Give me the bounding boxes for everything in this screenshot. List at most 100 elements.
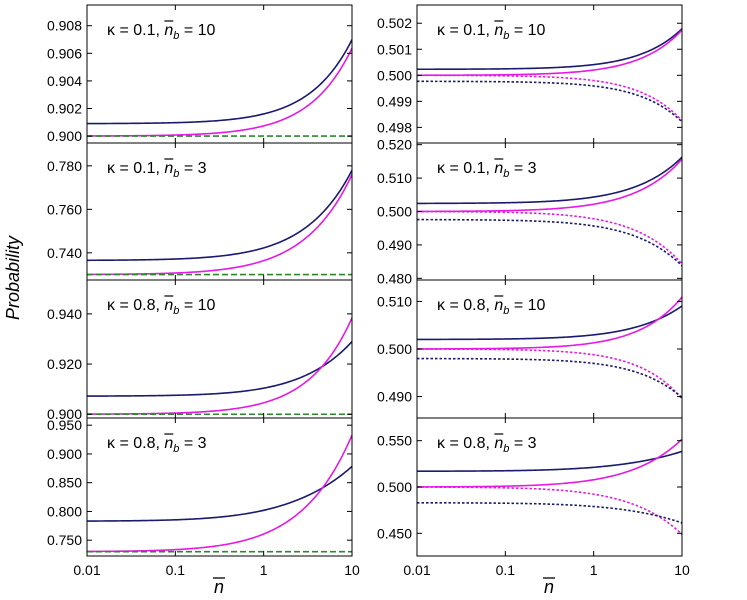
annotation-n: n [494, 160, 503, 177]
annotation-sub: b [503, 305, 509, 317]
annotation-kappa: κ = 0.1, [437, 160, 494, 177]
x-axis-label-right: n [543, 577, 555, 597]
annotation-sub: b [503, 168, 509, 180]
y-tick-label-right-3-1: 0.500 [377, 341, 412, 357]
x-tick-label-left-4-1: 0.1 [166, 562, 186, 578]
panel-right-1: 0.498 0.499 0.500 0.501 0.502 κ = 0.1, nb = 1… [377, 4, 683, 144]
y-tick-label-left-1-0: 0.900 [47, 128, 82, 144]
y-tick-label-right-3-0: 0.490 [377, 389, 412, 405]
x-label-right-text: n [544, 577, 554, 597]
y-tick-label-left-2-1: 0.760 [47, 201, 82, 217]
x-tick-label-right-4-0: 0.01 [403, 562, 430, 578]
annotation-sub: b [173, 443, 179, 455]
annotation-left-3: κ = 0.8, nb = 10 [107, 297, 216, 317]
curves-right-3 [417, 296, 682, 400]
series-navy-solid [417, 305, 682, 341]
curves-left-4 [87, 434, 352, 553]
x-tick-label-left-4-0: 0.01 [73, 562, 100, 578]
annotation-sub: b [503, 443, 509, 455]
annotation-kappa: κ = 0.8, [107, 297, 164, 314]
annotation-kappa: κ = 0.1, [437, 22, 494, 39]
annotation-left-4: κ = 0.8, nb = 3 [107, 435, 207, 455]
y-tick-label-left-3-2: 0.940 [47, 306, 82, 322]
x-axis-label-left: n [213, 577, 225, 597]
y-tick-label-left-3-0: 0.900 [47, 406, 82, 422]
series-navy-solid [417, 450, 682, 473]
y-tick-label-right-2-3: 0.510 [377, 170, 412, 186]
curves-right-2 [417, 156, 682, 267]
y-tick-label-right-1-2: 0.500 [377, 67, 412, 83]
y-tick-label-right-1-1: 0.499 [377, 93, 412, 109]
annotation-n: n [494, 297, 503, 314]
curves-left-1 [87, 39, 352, 137]
annotation-n: n [164, 160, 173, 177]
frame-left-4 [86, 417, 353, 557]
y-tick-label-right-4-1: 0.500 [377, 479, 412, 495]
annotation-kappa: κ = 0.8, [437, 435, 494, 452]
panel-left-4: 0.750 0.800 0.850 0.900 0.950 0.01 0.1 1 10 κ = 0… [47, 417, 360, 578]
series-magenta-dotted [417, 210, 682, 265]
series-magenta-solid [87, 317, 352, 415]
y-tick-label-right-3-2: 0.510 [377, 293, 412, 309]
x-tick-label-right-4-1: 0.1 [496, 562, 516, 578]
annotation-sub: b [173, 30, 179, 42]
annotation-right-1: κ = 0.1, nb = 10 [437, 22, 546, 42]
annotation-value: = 3 [179, 435, 206, 452]
y-tick-label-right-1-4: 0.502 [377, 15, 412, 31]
series-magenta-solid [417, 158, 682, 213]
series-navy-solid [87, 39, 352, 125]
series-magenta-dotted [417, 74, 682, 122]
panel-left-2: 0.740 0.760 0.780 κ = 0.1, nb = 3 [47, 142, 353, 281]
series-navy-solid [87, 341, 352, 397]
panel-right-4: 0.450 0.500 0.550 0.01 0.1 1 10 κ = 0.8, nb = 3 [377, 417, 690, 578]
series-navy-solid [87, 465, 352, 522]
annotation-n: n [494, 22, 503, 39]
series-magenta-dotted [417, 486, 682, 535]
series-magenta-solid [417, 438, 682, 488]
y-tick-label-left-4-0: 0.750 [47, 532, 82, 548]
y-tick-label-left-3-1: 0.920 [47, 356, 82, 372]
series-navy-solid [417, 156, 682, 205]
annotation-value: = 10 [509, 297, 545, 314]
series-navy-solid [417, 28, 682, 71]
series-magenta-solid [87, 47, 352, 137]
series-magenta-solid [87, 434, 352, 553]
annotation-right-3: κ = 0.8, nb = 10 [437, 297, 546, 317]
panel-left-1: 0.900 0.902 0.904 0.906 0.908 κ = 0.1, nb = 1… [47, 4, 353, 144]
y-axis-label: Probability [3, 235, 23, 320]
x-tick-label-left-4-2: 1 [260, 562, 268, 578]
curves-left-3 [87, 317, 352, 416]
y-tick-label-right-2-1: 0.490 [377, 237, 412, 253]
x-tick-label-left-4-3: 10 [344, 562, 360, 578]
annotation-left-1: κ = 0.1, nb = 10 [107, 22, 216, 42]
series-navy-dotted [417, 357, 682, 399]
annotation-sub: b [173, 305, 179, 317]
panel-right-2: 0.480 0.490 0.500 0.510 0.520 κ = 0.1, nb = 3 [377, 137, 683, 286]
series-navy-dotted [417, 80, 682, 123]
annotation-n: n [164, 22, 173, 39]
annotation-value: = 3 [179, 160, 206, 177]
y-tick-label-left-1-1: 0.902 [47, 101, 82, 117]
x-label-left-text: n [214, 577, 224, 597]
series-magenta-solid [417, 296, 682, 350]
annotation-kappa: κ = 0.1, [107, 160, 164, 177]
annotation-n: n [164, 435, 173, 452]
annotation-kappa: κ = 0.1, [107, 22, 164, 39]
series-magenta-solid [417, 29, 682, 77]
y-tick-label-right-4-2: 0.550 [377, 433, 412, 449]
y-tick-label-left-2-0: 0.740 [47, 245, 82, 261]
annotation-left-2: κ = 0.1, nb = 3 [107, 160, 207, 180]
annotation-value: = 10 [179, 22, 215, 39]
series-magenta-dotted [417, 348, 682, 400]
y-tick-label-left-4-3: 0.900 [47, 446, 82, 462]
curves-right-4 [417, 438, 682, 535]
y-tick-label-left-4-4: 0.950 [47, 417, 82, 433]
annotation-sub: b [173, 168, 179, 180]
series-magenta-solid [87, 174, 352, 276]
y-tick-label-right-1-0: 0.498 [377, 119, 412, 135]
panel-left-3: 0.900 0.920 0.940 κ = 0.8, nb = 10 [47, 279, 353, 422]
x-tick-label-right-4-3: 10 [674, 562, 690, 578]
annotation-right-2: κ = 0.1, nb = 3 [437, 160, 537, 180]
